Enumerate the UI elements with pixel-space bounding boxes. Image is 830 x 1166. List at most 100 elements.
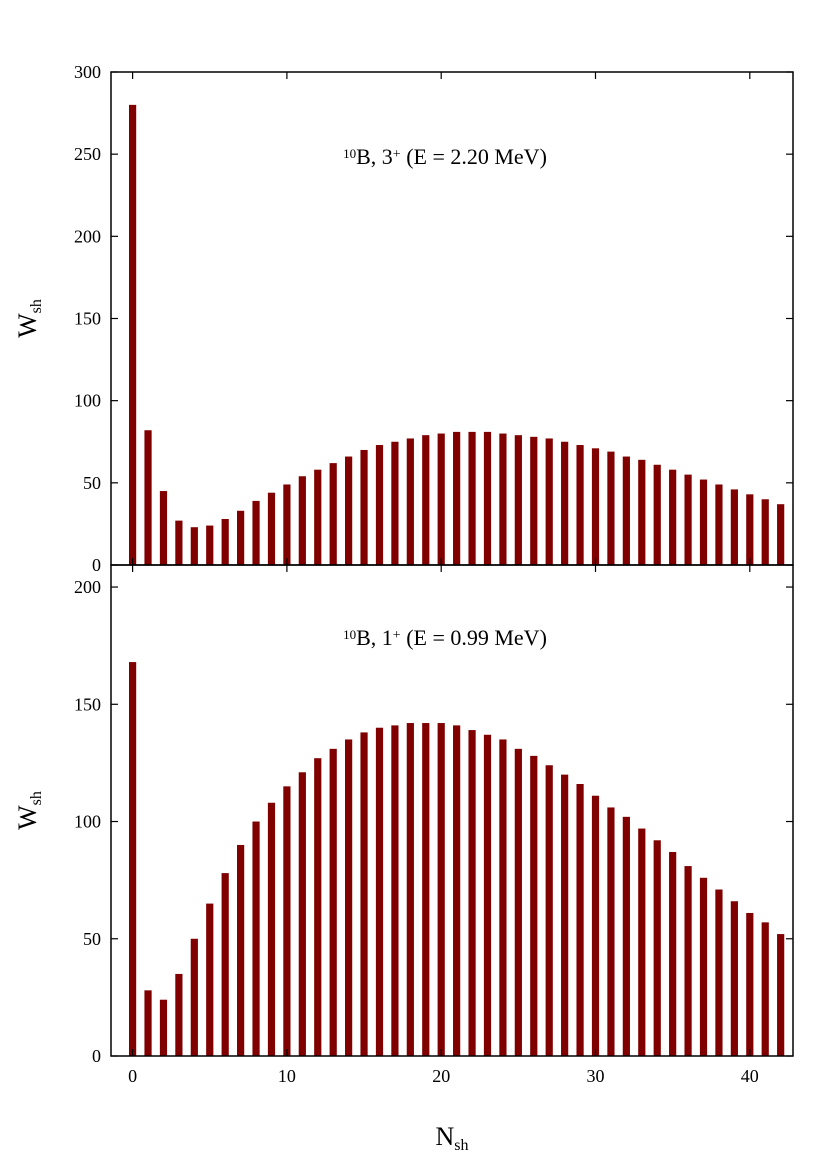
text-part: +: [393, 147, 401, 162]
bar: [252, 500, 260, 565]
y-tick-label: 200: [74, 577, 101, 597]
y-tick-label: 300: [74, 62, 101, 82]
bar: [730, 489, 738, 565]
bar: [190, 938, 198, 1056]
bar: [237, 510, 245, 565]
bar: [499, 433, 507, 565]
text-part: N: [435, 1122, 454, 1151]
bar: [159, 491, 168, 565]
bar: [576, 445, 584, 565]
bar: [561, 441, 569, 565]
bar: [468, 431, 476, 565]
text-part: 10: [343, 627, 356, 642]
bar: [607, 451, 615, 565]
bar: [406, 438, 414, 565]
bar: [746, 912, 754, 1056]
bar: [345, 456, 353, 565]
bar: [622, 816, 630, 1056]
bars: [129, 104, 793, 565]
bar: [761, 499, 769, 565]
bar: [221, 873, 229, 1056]
y-axis-label: Wsh: [13, 299, 45, 338]
bar: [206, 525, 214, 565]
bar: [514, 748, 522, 1056]
bar: [144, 430, 152, 565]
bar: [237, 844, 245, 1056]
bar: [437, 723, 445, 1056]
bar: [653, 464, 661, 565]
bar: [684, 866, 692, 1056]
bar: [329, 463, 337, 565]
x-axis-label: Nsh: [435, 1122, 468, 1154]
bar: [391, 441, 399, 565]
bar: [653, 840, 661, 1056]
bar: [252, 821, 260, 1056]
bar: [684, 474, 692, 565]
bar: [514, 435, 522, 565]
bar: [206, 903, 214, 1056]
bar: [375, 727, 384, 1056]
bar: [190, 527, 198, 565]
y-tick-label: 150: [74, 694, 101, 714]
bar: [283, 484, 291, 565]
bar: [175, 520, 183, 565]
bar: [144, 990, 152, 1056]
annotation: 10B, 1+ (E = 0.99 MeV): [343, 625, 547, 650]
bar: [746, 494, 754, 565]
bar: [314, 469, 322, 565]
bar: [314, 758, 322, 1056]
bar: [591, 448, 600, 565]
x-tick-label: 30: [586, 1066, 604, 1086]
text-part: sh: [454, 1137, 468, 1154]
bar: [406, 723, 414, 1056]
text-part: W: [13, 313, 42, 338]
bar: [545, 765, 553, 1056]
y-axis-label: Wsh: [13, 791, 45, 830]
bar: [159, 999, 168, 1056]
bar: [391, 725, 399, 1056]
bar: [422, 435, 430, 565]
x-tick-label: 10: [278, 1066, 296, 1086]
bar: [622, 456, 630, 565]
bar: [129, 662, 137, 1056]
y-tick-label: 200: [74, 226, 101, 246]
text-part: B, 3: [356, 144, 393, 169]
text-part: (E = 2.20 MeV): [401, 144, 547, 169]
text-part: sh: [28, 791, 45, 805]
bar: [777, 934, 785, 1056]
bar: [129, 104, 137, 565]
y-tick-label: 100: [74, 812, 101, 832]
bar: [267, 492, 276, 565]
bar: [699, 479, 708, 565]
bar: [761, 922, 769, 1056]
y-tick-label: 0: [92, 1046, 101, 1066]
bar: [499, 739, 507, 1056]
y-tick-label: 50: [83, 929, 101, 949]
bar: [375, 445, 384, 565]
bar: [715, 889, 723, 1056]
bar: [530, 436, 538, 565]
text-part: W: [13, 805, 42, 830]
plot-frame: [110, 564, 794, 1057]
x-tick-label: 0: [128, 1066, 137, 1086]
text-part: +: [393, 628, 401, 643]
annotation: 10B, 3+ (E = 2.20 MeV): [343, 144, 547, 169]
bar: [437, 433, 445, 565]
bar: [298, 476, 306, 565]
text-part: B, 1: [356, 625, 393, 650]
bar: [468, 730, 476, 1056]
x-tick-label: 20: [432, 1066, 450, 1086]
y-tick-label: 100: [74, 391, 101, 411]
bar: [561, 774, 569, 1056]
bar: [669, 469, 677, 565]
x-tick-label: 40: [741, 1066, 759, 1086]
bar: [298, 772, 306, 1056]
bar: [483, 431, 492, 565]
bar: [329, 748, 337, 1056]
bar: [221, 518, 229, 565]
bar: [483, 734, 492, 1056]
bar: [607, 807, 615, 1056]
bar: [345, 739, 353, 1056]
y-tick-label: 0: [92, 555, 101, 575]
